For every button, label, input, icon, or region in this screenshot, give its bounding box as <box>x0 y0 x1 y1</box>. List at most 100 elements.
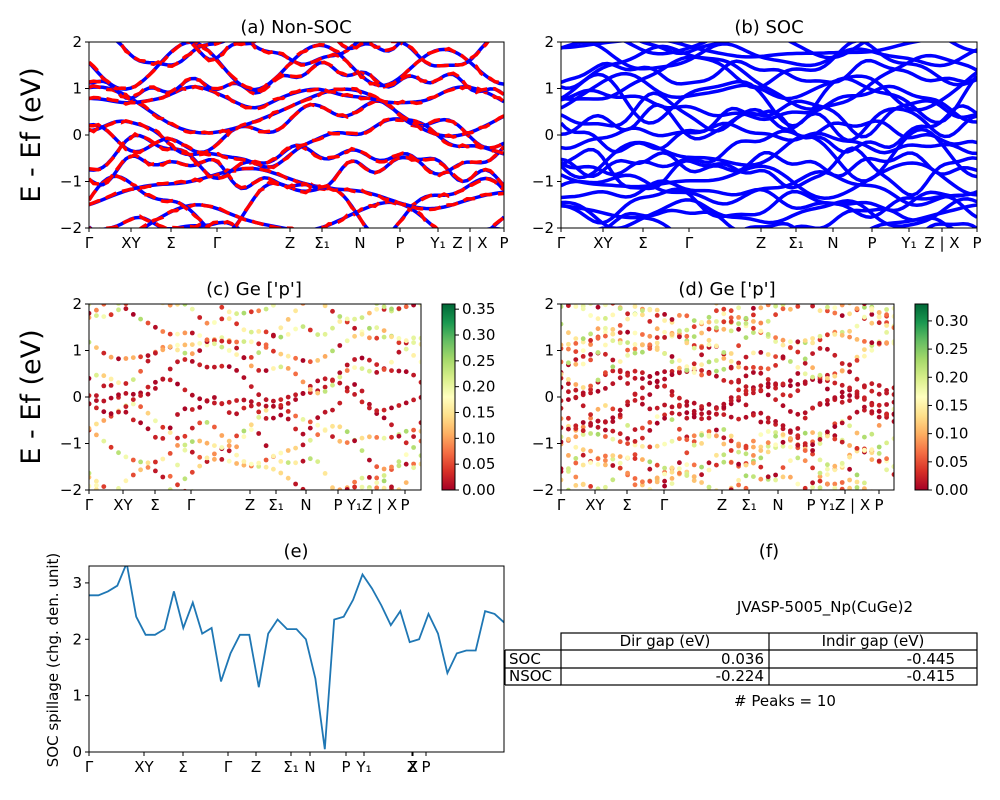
band-point <box>825 466 830 472</box>
band-point <box>765 440 771 446</box>
band-point <box>94 405 99 411</box>
band-point <box>817 485 823 490</box>
band-point <box>736 379 741 385</box>
band-point <box>256 464 262 469</box>
panel-d-colorbar <box>914 303 929 491</box>
band-point <box>94 372 99 378</box>
band-point <box>189 439 195 444</box>
band-point <box>204 459 210 464</box>
band-point <box>669 389 675 394</box>
band-point <box>847 485 852 490</box>
band-point <box>758 305 764 311</box>
band-point <box>780 474 786 480</box>
band-point <box>175 331 180 337</box>
band-point <box>617 375 623 381</box>
band-point <box>145 460 151 466</box>
band-point <box>640 376 645 381</box>
band-point <box>344 385 350 391</box>
band-point <box>367 434 372 440</box>
band-point <box>662 402 667 408</box>
band-point <box>94 299 99 304</box>
band-point <box>736 305 741 311</box>
band-point <box>817 457 823 463</box>
band-point <box>825 472 830 477</box>
band-point <box>765 318 771 324</box>
band-point <box>736 326 741 332</box>
band-line <box>561 58 977 86</box>
band-point <box>89 470 92 476</box>
band-point <box>825 462 830 468</box>
band-point <box>714 319 719 324</box>
band-point <box>714 462 719 468</box>
band-point <box>263 403 269 409</box>
band-point <box>418 428 421 434</box>
band-point <box>610 453 616 458</box>
band-point <box>817 470 823 476</box>
band-point <box>677 426 682 432</box>
band-point <box>367 357 372 363</box>
band-point <box>374 325 380 331</box>
band-point <box>182 357 188 362</box>
band-point <box>832 424 838 429</box>
band-point <box>411 491 416 496</box>
band-point <box>285 394 291 400</box>
band-point <box>145 353 151 358</box>
band-point <box>603 516 608 521</box>
band-point <box>714 358 719 363</box>
band-point <box>862 395 867 401</box>
band-point <box>315 358 321 363</box>
band-point <box>654 443 660 449</box>
band-point <box>418 461 421 467</box>
band-point <box>595 388 601 394</box>
band-point <box>736 477 741 483</box>
panel-c-plot <box>89 299 421 498</box>
panel-c-colorbar-label: 0.25 <box>462 352 495 370</box>
band-point <box>640 332 645 337</box>
band-point <box>219 363 225 369</box>
panel-f-title: (f) <box>759 541 779 562</box>
band-point <box>669 392 675 398</box>
panel-c-xtick-label: N <box>300 496 311 514</box>
band-point <box>219 304 225 310</box>
band-point <box>854 391 860 397</box>
band-point <box>780 306 786 312</box>
band-point <box>101 438 107 444</box>
band-point <box>765 352 771 357</box>
band-point <box>300 417 306 422</box>
panel-e-xtick-label: Γ <box>85 758 94 776</box>
band-point <box>892 509 897 514</box>
band-point <box>580 390 586 396</box>
band-point <box>610 509 615 514</box>
band-point <box>832 305 838 311</box>
panel-b-ytick-label: 0 <box>544 126 554 144</box>
band-point <box>160 493 165 498</box>
band-point <box>101 493 106 498</box>
band-point <box>699 464 704 470</box>
band-line-dashed <box>89 166 504 212</box>
band-point <box>396 306 402 311</box>
band-point <box>167 430 173 435</box>
band-point <box>352 316 357 322</box>
panel-a-ytick-label: −2 <box>60 219 82 237</box>
panel-d-xtick-label: Σ₁ <box>741 496 757 514</box>
band-point <box>396 463 402 469</box>
band-point <box>610 456 616 462</box>
band-point <box>654 378 660 384</box>
band-point <box>610 415 616 421</box>
table-row-label-soc: SOC <box>509 650 541 668</box>
band-point <box>248 309 254 315</box>
band-point <box>773 397 778 403</box>
band-point <box>640 479 645 485</box>
band-point <box>182 476 188 482</box>
band-point <box>876 414 882 420</box>
band-point <box>640 308 645 313</box>
band-point <box>891 411 894 417</box>
band-point <box>603 304 608 308</box>
band-point <box>175 412 180 417</box>
band-line-dashed <box>89 42 504 93</box>
band-point <box>758 507 763 512</box>
band-point <box>285 332 291 337</box>
panel-b-xtick-label: P <box>867 234 876 252</box>
band-point <box>204 337 210 343</box>
band-point <box>204 420 210 425</box>
